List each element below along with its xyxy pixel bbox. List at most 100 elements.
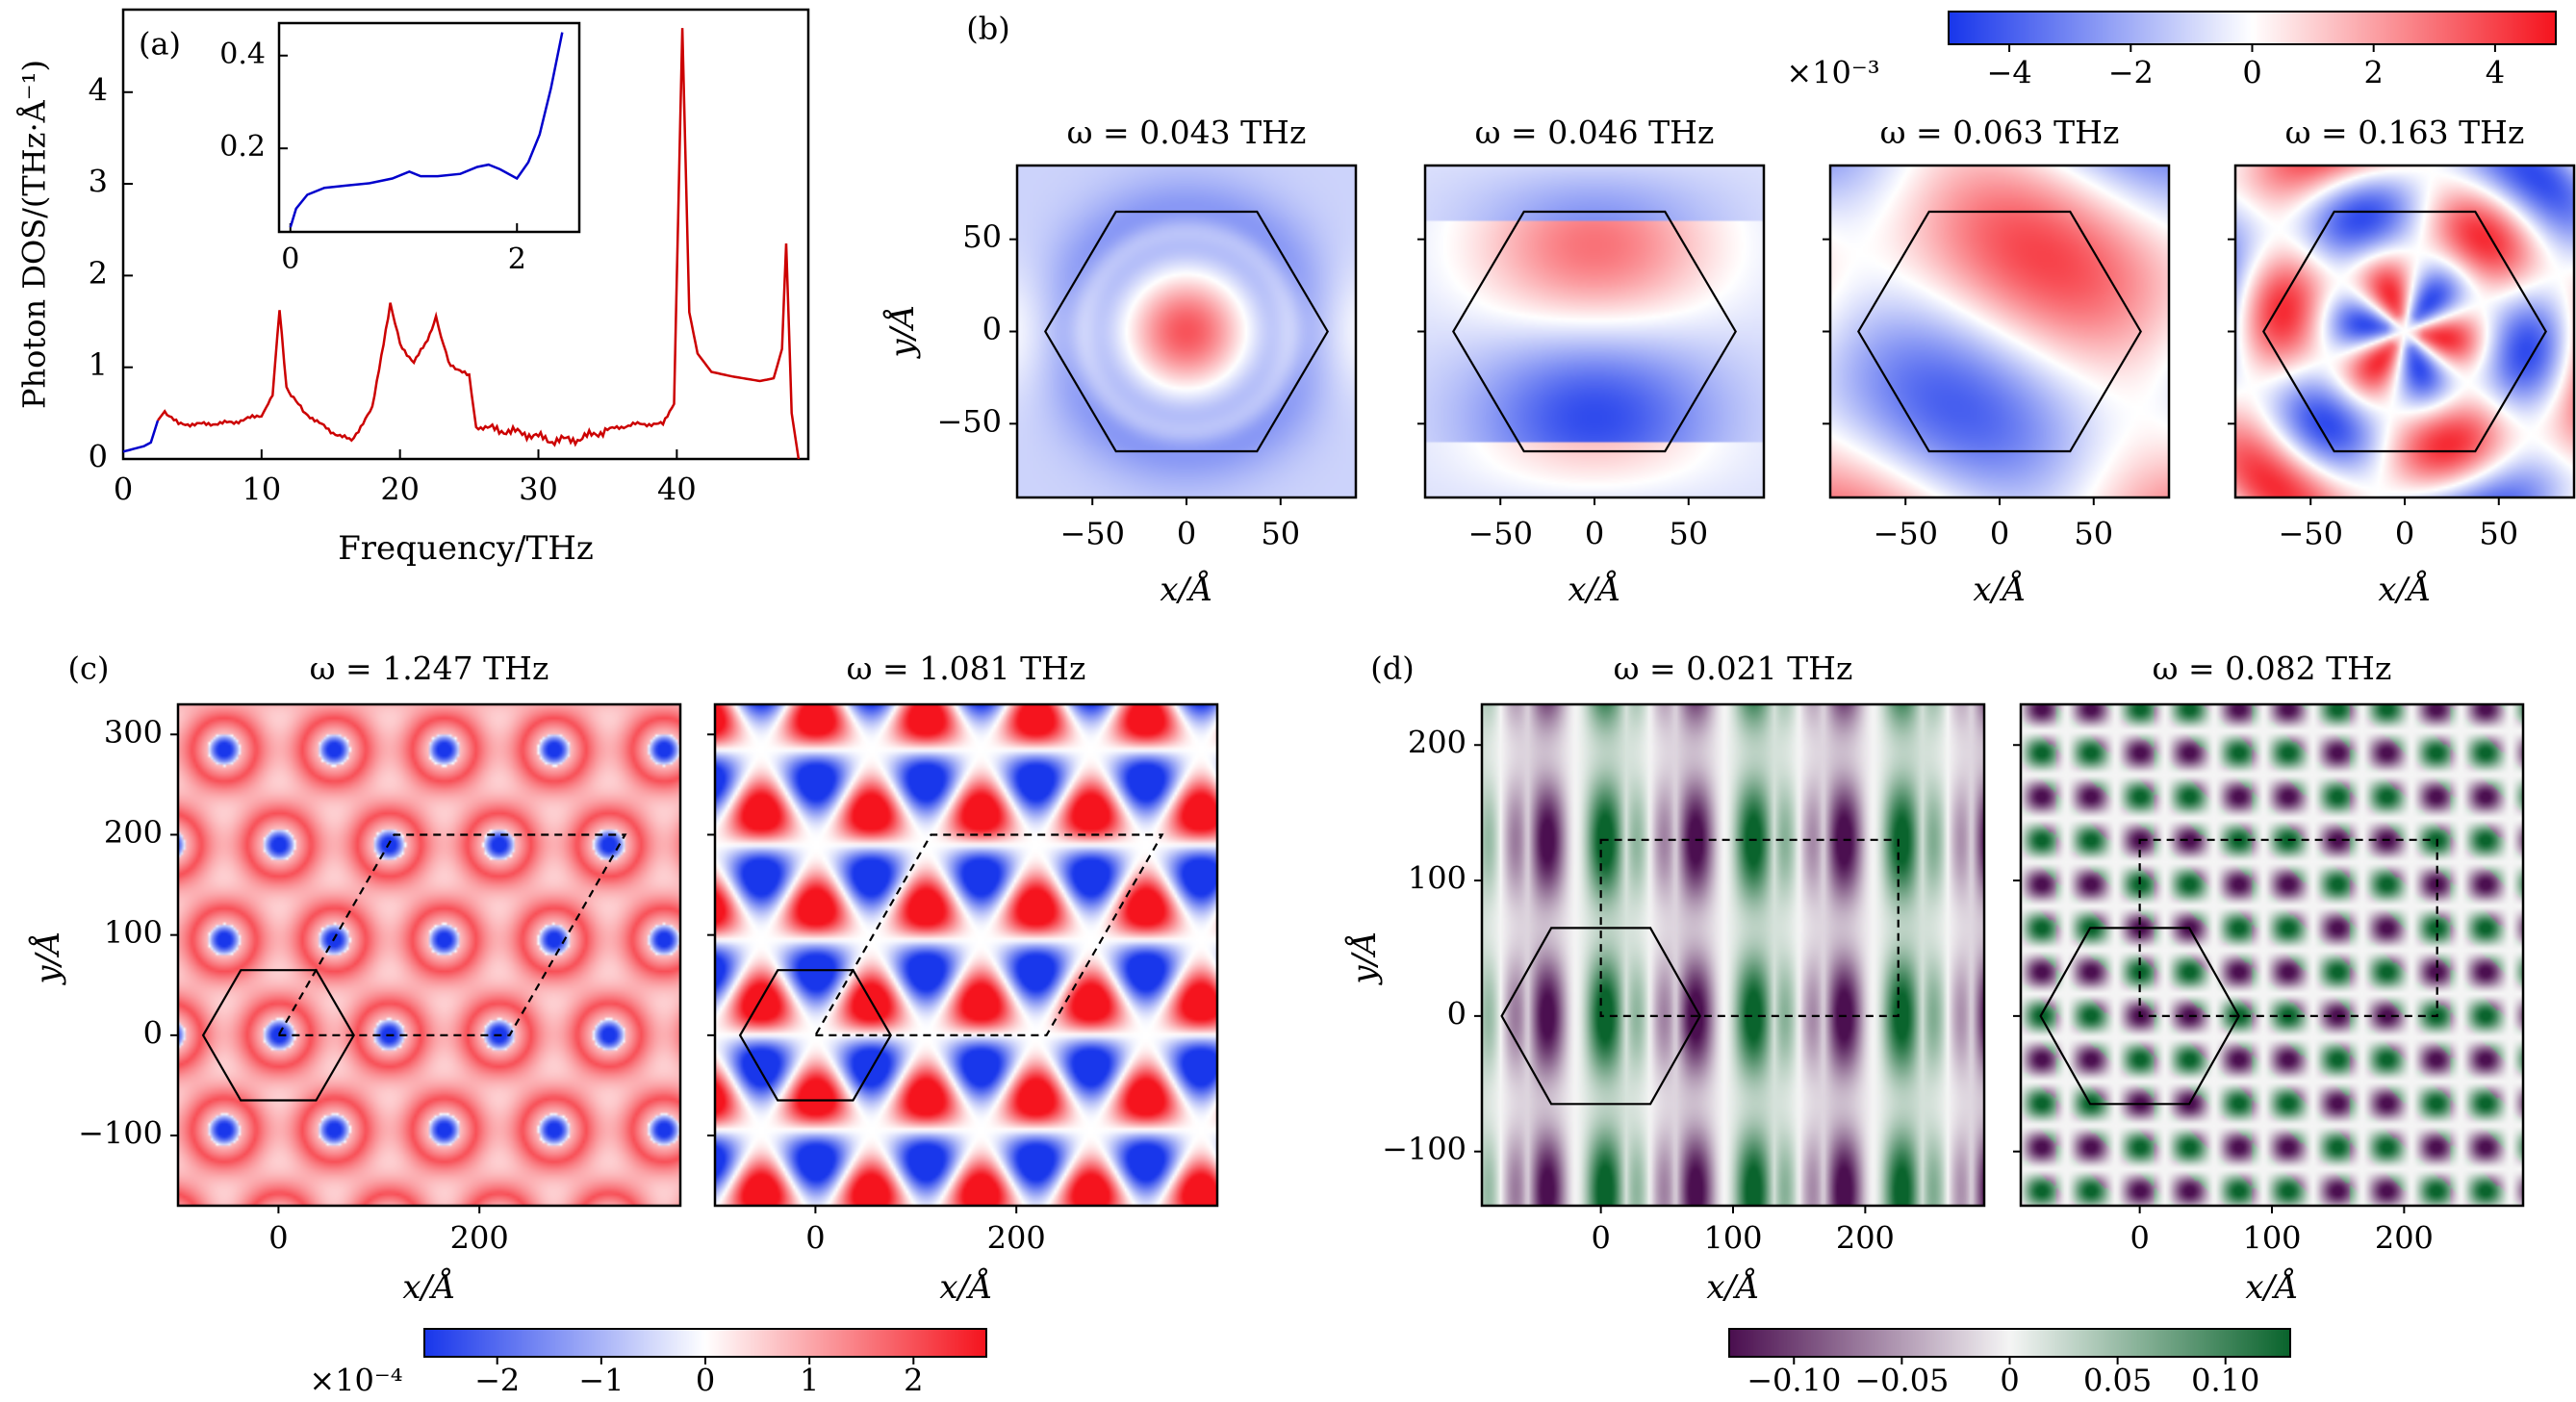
brillouin-hexagon — [1044, 210, 1329, 453]
y-axis-label: y/Å — [1344, 930, 1384, 985]
brillouin-hexagon — [2262, 210, 2547, 453]
brillouin-hexagon — [1452, 210, 1737, 453]
brillouin-hexagon — [1857, 210, 2142, 453]
colorbar-d — [1729, 1329, 2290, 1357]
x-tick-label: 20 — [380, 472, 420, 508]
x-tick-label: −50 — [1873, 516, 1938, 552]
panel-label: (d) — [1370, 650, 1414, 687]
heatmap-b4 — [2235, 166, 2574, 497]
supercell-outline — [813, 833, 1164, 1037]
colorbar-tick-label: 1 — [800, 1363, 819, 1399]
x-tick-label: 0 — [1990, 516, 2009, 552]
y-tick-label: −50 — [936, 403, 1002, 440]
panel-label: (c) — [68, 650, 110, 687]
y-tick-label: −100 — [78, 1115, 163, 1152]
colorbar-tick-label: 0 — [696, 1363, 715, 1399]
x-tick-label: 50 — [1261, 516, 1300, 552]
x-axis-label: x/Å — [1973, 570, 2026, 609]
x-tick-label: 0 — [2395, 516, 2414, 552]
colorbar-tick-label: 0.10 — [2191, 1363, 2259, 1399]
inset-series-line — [289, 32, 564, 228]
x-tick-label: 50 — [2479, 516, 2518, 552]
subplot-title: ω = 0.063 THz — [1880, 114, 2120, 151]
x-tick-label: 0 — [2130, 1220, 2149, 1257]
y-axis-label: y/Å — [882, 304, 922, 359]
panel-label: (b) — [966, 11, 1009, 47]
y-tick-label: 0 — [982, 311, 1002, 347]
x-tick-label: 0 — [805, 1220, 825, 1257]
panel-label: (a) — [139, 26, 181, 63]
colorbar-tick-label: −2 — [2108, 55, 2154, 91]
x-tick-label: 50 — [1669, 516, 1708, 552]
x-tick-label: 200 — [450, 1220, 509, 1257]
y-tick-label: 0 — [1447, 995, 1467, 1032]
x-axis-label: x/Å — [2378, 570, 2431, 609]
x-tick-label: −50 — [2278, 516, 2343, 552]
supercell-outline — [276, 833, 627, 1037]
y-tick-label: 2 — [89, 255, 108, 292]
y-tick-label: 0 — [89, 439, 108, 475]
colorbar-tick-label: −0.10 — [1747, 1363, 1841, 1399]
x-tick-label: 0 — [1585, 516, 1604, 552]
axes-frame-c1 — [176, 702, 682, 1208]
y-tick-label: 100 — [1408, 860, 1467, 897]
heatmap-d2 — [2021, 704, 2523, 1206]
heatmap-b3 — [1830, 166, 2169, 497]
subplot-title: ω = 0.163 THz — [2285, 114, 2525, 151]
x-tick-label: 50 — [2074, 516, 2113, 552]
x-axis-label: x/Å — [1160, 570, 1212, 609]
x-tick-label: 10 — [242, 472, 281, 508]
colorbar-tick-label: 0 — [2000, 1363, 2019, 1399]
inset-y-tick-label: 0.4 — [219, 38, 266, 71]
x-tick-label: 200 — [2375, 1220, 2434, 1257]
y-tick-label: 50 — [962, 218, 1002, 255]
y-tick-label: 3 — [89, 164, 108, 200]
x-axis-label: x/Å — [939, 1267, 992, 1307]
inset-y-tick-label: 0.2 — [219, 130, 266, 164]
x-tick-label: 100 — [1703, 1220, 1762, 1257]
dos-axes-frame — [121, 8, 810, 461]
inset-x-tick-label: 2 — [508, 242, 526, 276]
colorbar-tick-label: −4 — [1987, 55, 2032, 91]
y-tick-label: 1 — [89, 346, 108, 383]
brillouin-hexagon — [2039, 927, 2240, 1106]
x-tick-label: 30 — [519, 472, 558, 508]
subplot-title: ω = 0.021 THz — [1614, 650, 1853, 687]
y-tick-label: 4 — [89, 71, 108, 108]
axes-frame-c2 — [713, 702, 1219, 1208]
inset-frame — [277, 21, 581, 234]
x-tick-label: 40 — [657, 472, 697, 508]
colorbar-tick-label: −0.05 — [1854, 1363, 1949, 1399]
colorbar-tick-label: 2 — [904, 1363, 923, 1399]
brillouin-hexagon — [1500, 927, 1701, 1106]
subplot-title: ω = 1.247 THz — [310, 650, 549, 687]
x-tick-label: 0 — [268, 1220, 288, 1257]
heatmap-c1 — [178, 704, 680, 1206]
colorbar-tick-label: −1 — [578, 1363, 624, 1399]
subplot-title: ω = 0.082 THz — [2153, 650, 2392, 687]
x-tick-label: 200 — [987, 1220, 1046, 1257]
colorbar-scale-label: ×10⁻⁴ — [309, 1363, 402, 1399]
subplot-title: ω = 0.043 THz — [1067, 114, 1307, 151]
y-axis-label: Photon DOS/(THz·Å⁻¹) — [16, 60, 53, 409]
x-axis-label: x/Å — [2245, 1267, 2298, 1307]
colorbar-tick-label: −2 — [474, 1363, 520, 1399]
x-axis-label: x/Å — [1568, 570, 1620, 609]
y-tick-label: 0 — [143, 1014, 163, 1051]
colorbar-scale-label: ×10⁻³ — [1786, 55, 1879, 91]
x-tick-label: −50 — [1467, 516, 1533, 552]
colorbar-c — [424, 1329, 986, 1357]
x-tick-label: 200 — [1836, 1220, 1895, 1257]
subplot-title: ω = 0.046 THz — [1475, 114, 1715, 151]
heatmap-d1 — [1482, 704, 1984, 1206]
x-tick-label: 0 — [1177, 516, 1196, 552]
y-tick-label: 200 — [1408, 725, 1467, 761]
x-tick-label: 0 — [114, 472, 133, 508]
supercell-outline — [1599, 838, 1900, 1017]
y-tick-label: −100 — [1382, 1131, 1467, 1167]
colorbar-tick-label: 0.05 — [2083, 1363, 2152, 1399]
colorbar-tick-label: 2 — [2364, 55, 2384, 91]
heatmap-b2 — [1425, 166, 1764, 497]
colorbar-b — [1949, 12, 2556, 44]
heatmap-c2 — [715, 704, 1217, 1206]
